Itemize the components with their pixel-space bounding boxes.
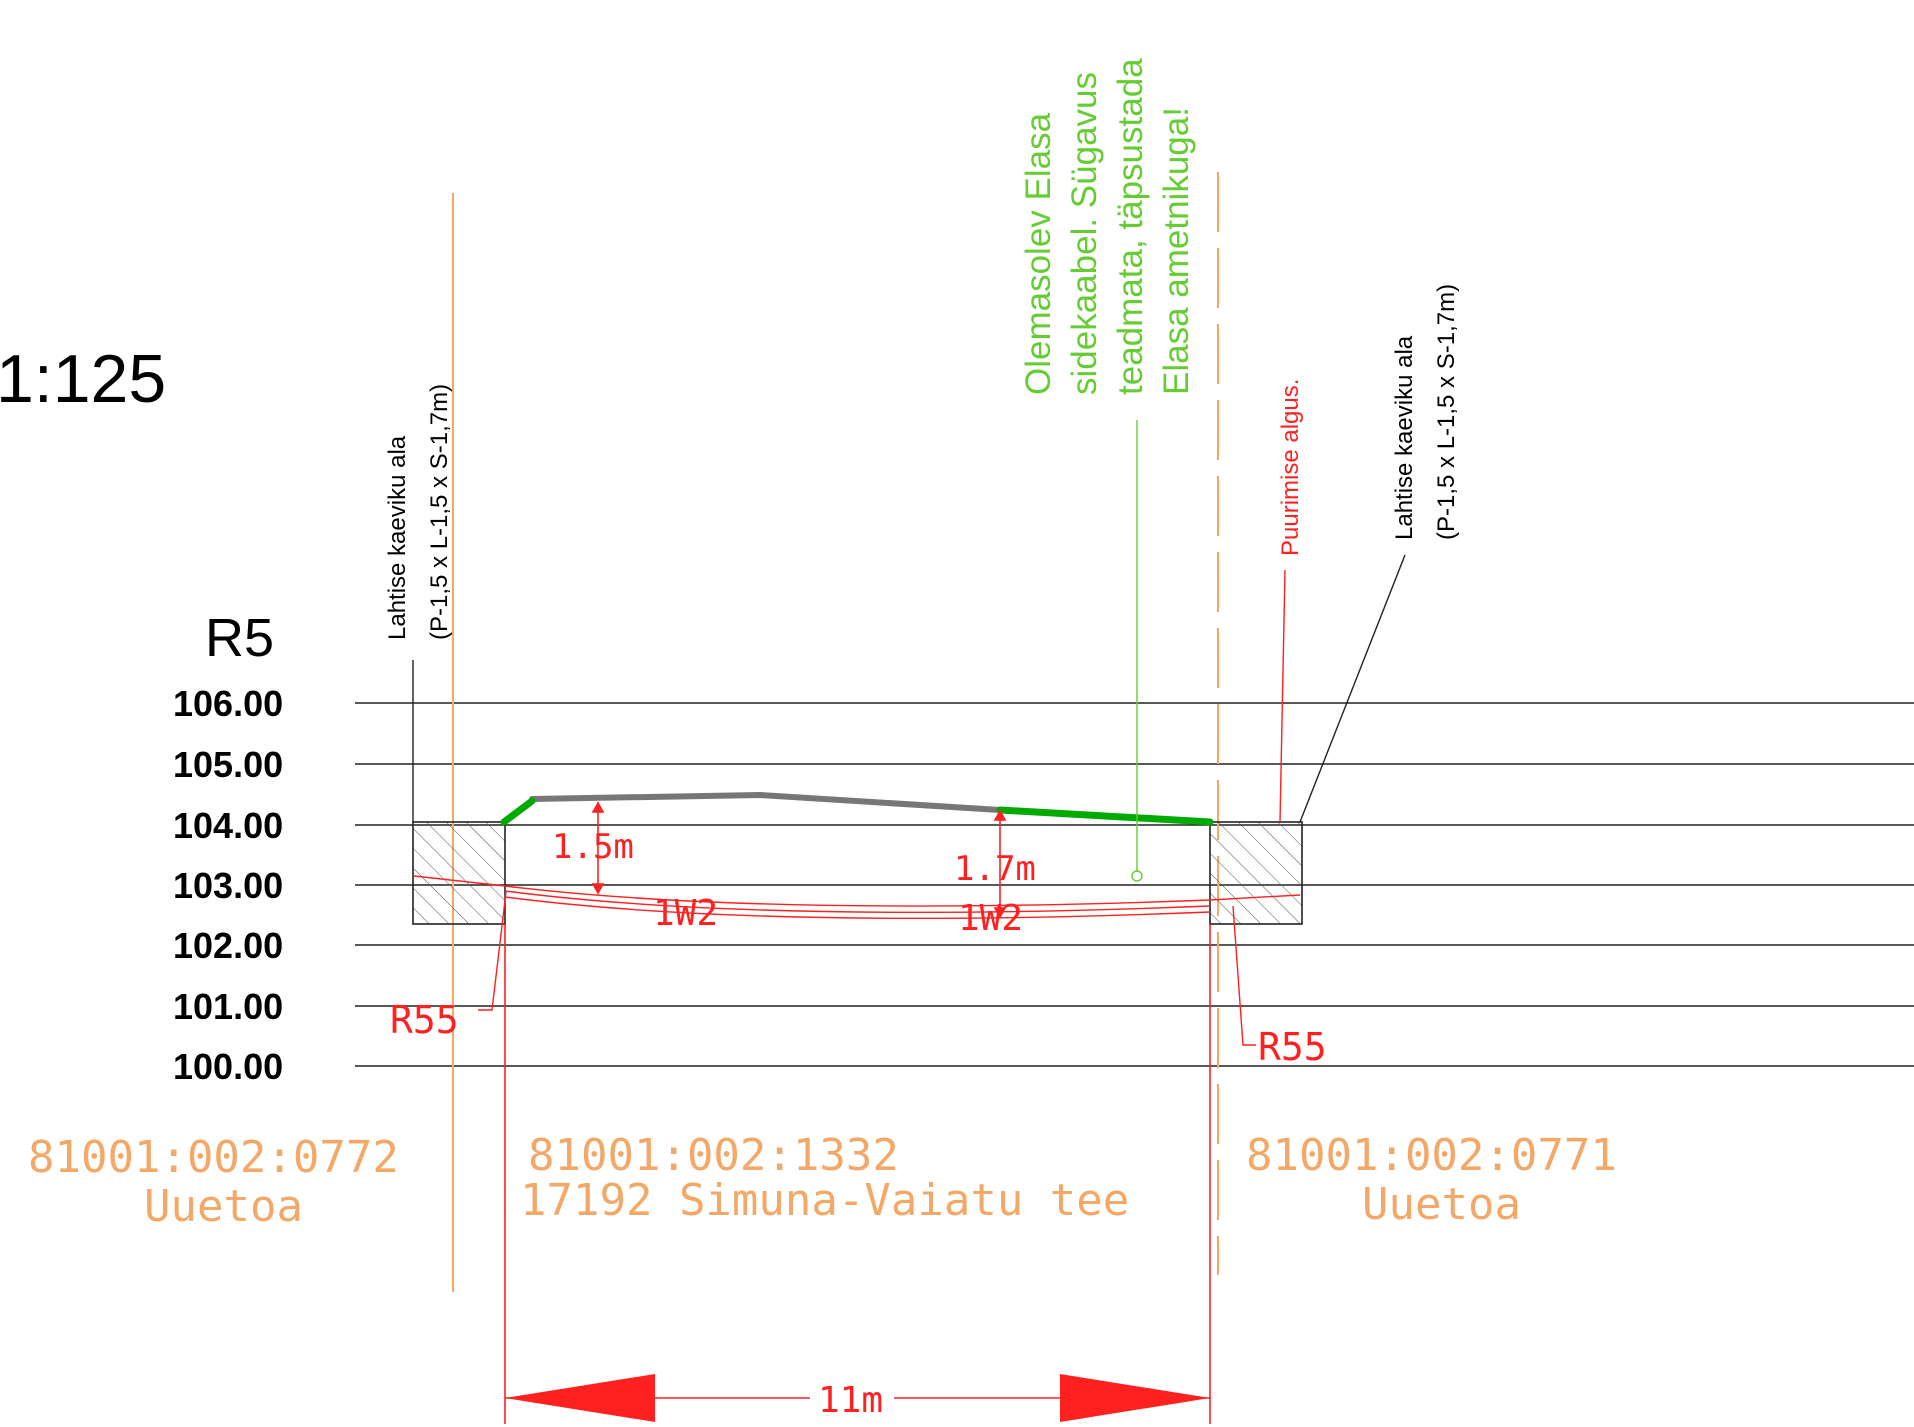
elevation-label-101: 101.00 bbox=[173, 986, 283, 1027]
trench-pit-right bbox=[1209, 821, 1303, 925]
svg-text:(P-1,5 x L-1,5 x S-1,7m): (P-1,5 x L-1,5 x S-1,7m) bbox=[426, 384, 453, 640]
elevation-label-103: 103.00 bbox=[173, 865, 283, 906]
note-leaders bbox=[412, 420, 1406, 882]
total-length-label: 11m bbox=[818, 1380, 883, 1421]
svg-text:(P-1,5 x L-1,5 x S-1,7m): (P-1,5 x L-1,5 x S-1,7m) bbox=[1433, 284, 1460, 540]
depth-markers bbox=[591, 801, 1007, 919]
svg-text:Elasa ametnikuga!: Elasa ametnikuga! bbox=[1157, 107, 1196, 395]
parcel-id-middle: 81001:002:1332 bbox=[528, 1130, 899, 1181]
trench-note-right: Lahtise kaeviku ala (P-1,5 x L-1,5 x S-1… bbox=[1391, 284, 1460, 540]
depth-label-left: 1.5m bbox=[552, 827, 634, 867]
svg-text:Lahtise kaeviku ala: Lahtise kaeviku ala bbox=[1391, 335, 1418, 540]
section-label: R5 bbox=[205, 608, 274, 668]
cable-note: Olemasolev Elasa sidekaabel. Sügavus tea… bbox=[1019, 58, 1196, 395]
parcel-name-middle: 17192 Simuna-Vaiatu tee bbox=[520, 1175, 1129, 1226]
elevation-label-102: 102.00 bbox=[173, 925, 283, 966]
svg-text:teadmata, täpsustada: teadmata, täpsustada bbox=[1111, 58, 1150, 395]
ground-line-grey bbox=[529, 791, 1003, 813]
svg-text:Lahtise kaeviku ala: Lahtise kaeviku ala bbox=[384, 435, 411, 640]
trench-pit-left bbox=[412, 821, 506, 925]
bend-callouts bbox=[478, 891, 1256, 1046]
svg-text:sidekaabel. Sügavus: sidekaabel. Sügavus bbox=[1065, 72, 1104, 395]
elevation-label-100: 100.00 bbox=[173, 1046, 283, 1087]
ground-profile bbox=[500, 791, 1214, 826]
parcel-id-left: 81001:002:0772 bbox=[28, 1132, 399, 1183]
cable-line-green-left bbox=[500, 797, 536, 826]
pipe-line-2 bbox=[504, 890, 1211, 914]
bend-label-left: R55 bbox=[390, 998, 459, 1042]
leader-drilling bbox=[1279, 569, 1286, 823]
pipe-label-2: 1W2 bbox=[958, 898, 1023, 939]
pipe-label-1: 1W2 bbox=[653, 893, 718, 934]
pipe-line-3 bbox=[504, 896, 1211, 920]
elevation-labels: 106.00 105.00 104.00 103.00 102.00 101.0… bbox=[173, 683, 283, 1087]
drilling-start-note: Puurimise algus. bbox=[1277, 379, 1304, 556]
depth-label-right: 1.7m bbox=[954, 849, 1036, 889]
parcel-name-right: Uuetoa bbox=[1362, 1179, 1521, 1230]
elevation-label-105: 105.00 bbox=[173, 744, 283, 785]
parcel-name-left: Uuetoa bbox=[144, 1181, 303, 1232]
pipe-line-1 bbox=[413, 875, 1301, 907]
drill-pipes bbox=[413, 875, 1301, 920]
parcel-boundaries bbox=[452, 172, 1219, 1292]
elevation-label-106: 106.00 bbox=[173, 683, 283, 724]
arrow-left bbox=[505, 1374, 655, 1422]
elevation-grid bbox=[355, 702, 1914, 1067]
scale-label: 1:125 bbox=[0, 341, 166, 417]
arrow-right bbox=[1060, 1374, 1210, 1422]
cable-line-green-right bbox=[996, 806, 1214, 826]
cable-marker bbox=[1131, 870, 1143, 882]
parcel-id-right: 81001:002:0771 bbox=[1246, 1130, 1617, 1181]
parcel-labels: 81001:002:0772 Uuetoa 81001:002:1332 171… bbox=[28, 1130, 1617, 1232]
svg-text:Olemasolev Elasa: Olemasolev Elasa bbox=[1019, 112, 1058, 395]
trench-note-left: Lahtise kaeviku ala (P-1,5 x L-1,5 x S-1… bbox=[384, 384, 453, 640]
bend-label-right: R55 bbox=[1258, 1025, 1327, 1069]
leader-right-trench bbox=[1299, 554, 1406, 823]
elevation-label-104: 104.00 bbox=[173, 805, 283, 846]
